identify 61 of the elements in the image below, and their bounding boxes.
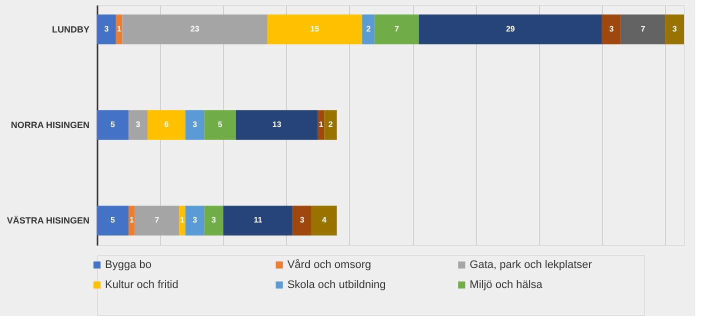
y-tick-label: NORRA HISINGEN: [10, 120, 90, 130]
data-label: 1: [180, 216, 185, 225]
bar: [374, 14, 419, 44]
bar: [236, 110, 318, 140]
legend-label: Vård och omsorg: [287, 259, 372, 271]
data-label: 5: [110, 120, 116, 129]
bar: [185, 206, 204, 236]
bar: [324, 110, 337, 140]
bar: [204, 206, 224, 236]
bar: [418, 14, 602, 44]
bar: [312, 206, 337, 236]
bar: [204, 110, 236, 140]
bar: [185, 110, 204, 140]
data-label: 3: [672, 24, 678, 34]
y-tick-label: VÄSTRA HISINGEN: [6, 216, 90, 226]
data-label: 2: [366, 24, 372, 34]
bar: [602, 14, 621, 44]
data-label: 13: [272, 120, 282, 129]
data-label: 3: [192, 216, 198, 225]
bar: [292, 206, 312, 236]
data-label: 5: [110, 216, 116, 225]
data-label: 29: [506, 24, 516, 34]
data-label: 1: [129, 216, 134, 225]
data-label: 3: [212, 216, 217, 225]
data-label: 23: [190, 24, 200, 34]
bar: [665, 14, 684, 44]
bar: [134, 206, 180, 236]
legend-label: Gata, park och lekplatser: [470, 259, 592, 271]
legend-label: Bygga bo: [105, 259, 152, 271]
data-label: 5: [218, 120, 223, 129]
bar: [128, 110, 148, 140]
data-label: 7: [154, 216, 160, 225]
data-label: 3: [609, 24, 614, 34]
data-label: 6: [164, 120, 170, 129]
legend-label: Kultur och fritid: [105, 279, 178, 291]
data-label: 4: [322, 216, 327, 225]
data-label: 3: [300, 216, 305, 225]
bar: [122, 14, 268, 44]
y-tick-label: LUNDBY: [52, 24, 90, 34]
data-label: 11: [254, 216, 263, 225]
data-label: 7: [394, 24, 400, 34]
bar: [128, 206, 135, 236]
legend-label: Miljö och hälsa: [470, 279, 544, 291]
data-label: 15: [310, 24, 320, 34]
bar: [97, 14, 116, 44]
data-label: 3: [192, 120, 198, 129]
data-label: 7: [640, 24, 646, 34]
data-label: 3: [136, 120, 141, 129]
data-label: 1: [318, 120, 324, 129]
bar: [267, 14, 362, 44]
data-label: 3: [104, 24, 110, 34]
bar: [179, 206, 186, 236]
bar: [97, 110, 129, 140]
legend-label: Skola och utbildning: [287, 279, 386, 291]
bar: [362, 14, 375, 44]
bar: [620, 14, 666, 44]
data-label: 1: [116, 24, 122, 34]
data-label: 2: [328, 120, 334, 129]
bar: [147, 110, 186, 140]
bar: [223, 206, 293, 236]
bar: [97, 206, 129, 236]
